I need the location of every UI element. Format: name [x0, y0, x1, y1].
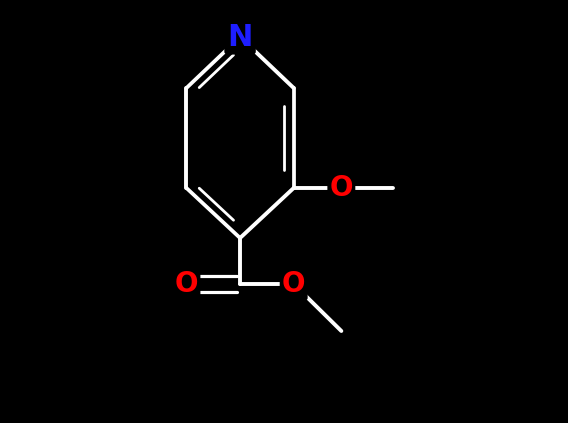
Text: O: O — [175, 270, 198, 298]
Text: N: N — [227, 22, 253, 52]
Text: O: O — [282, 270, 306, 298]
Text: O: O — [329, 174, 353, 202]
